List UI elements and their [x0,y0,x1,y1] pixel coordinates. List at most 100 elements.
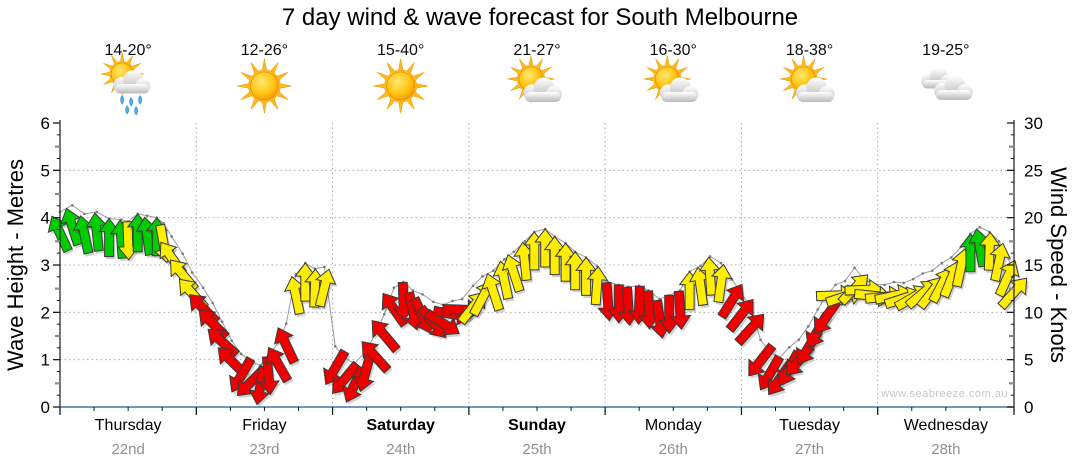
data-point-dot [201,286,205,290]
wind-arrow [314,268,337,308]
weather-icon-sun-cloud-rain [100,52,151,116]
temperature-range: 19-25° [922,42,970,59]
weather-icon-sun-cloud [643,55,699,103]
cloud-base [935,90,972,100]
raindrop [125,105,130,115]
wind-arrow [997,277,1028,311]
data-point-dot [978,225,982,229]
axes: 0 1 2 3 4 5 6 0 5 10 15 20 25 30 [41,114,1043,417]
data-point-dot [95,210,99,214]
data-point-dot [787,346,791,349]
day-date-label: 28th [931,441,961,458]
right-tick-label: 10 [1024,303,1043,322]
temperature-range: 15-40° [377,42,425,59]
temperature-range: 21-27° [513,42,561,59]
data-point-dot [383,312,386,316]
right-axis-title: Wind Speed - Knots [1046,167,1071,363]
wind-arrow [258,355,280,396]
weather-icon-sun [373,58,429,114]
data-point-dot [492,269,495,272]
day-date-label: 27th [794,441,825,458]
cloud [934,75,973,100]
wind-arrow-series [47,204,1029,408]
right-tick-label: 0 [1024,398,1033,417]
left-tick-label: 0 [41,398,50,417]
data-point-dot [83,212,86,216]
left-tick-label: 2 [41,303,50,322]
left-tick-label: 1 [41,351,50,370]
data-point-dot [421,293,424,296]
wind-arrow [273,327,299,365]
data-point-dot [853,266,856,270]
data-point-dot [230,339,234,343]
data-point-dot [940,261,944,265]
data-point-dot [719,261,723,265]
watermark: www.seabreeze.com.au [881,388,1008,400]
weather-icon-sun-cloud [507,55,562,103]
data-point-dot [843,279,847,283]
right-tick-label: 30 [1024,114,1043,133]
data-point-dot [190,271,194,274]
right-tick-label: 5 [1024,351,1033,370]
raindrop [129,97,134,107]
weather-icon-sun [237,58,292,114]
wind-arrow [717,283,745,320]
data-point-dot [323,265,326,269]
sun-core [386,71,416,101]
data-point-dot [950,256,953,259]
data-point-dot [911,277,915,281]
right-tick-label: 20 [1024,209,1043,228]
raindrop [138,95,143,105]
wind-arrow [734,313,765,347]
left-tick-label: 3 [41,256,50,275]
data-point-dot [806,325,810,328]
day-date-label: 25th [522,441,552,458]
chart-title: 7 day wind & wave forecast for South Mel… [281,4,799,31]
day-name-label: Tuesday [779,417,840,434]
weather-icons-row [100,52,973,116]
temperature-range: 14-20° [104,42,152,59]
left-axis-title: Wave Height - Metres [3,159,28,371]
data-point-dot [120,218,123,221]
wind-arrow [989,242,1011,283]
data-point-dot [471,284,475,288]
data-point-dot [892,280,896,284]
day-date-label: 26th [658,441,688,458]
weather-icon-clouds [921,67,973,100]
data-point-dot [902,281,905,285]
cloud [796,77,835,102]
left-tick-label: 6 [41,114,50,133]
right-tick-label: 25 [1024,161,1043,180]
data-point-dot [797,338,800,342]
cloud-base [661,92,698,102]
data-point-dot [595,264,599,268]
wind-arrow [669,290,692,330]
data-point-dot [834,283,837,287]
wind-arrow [748,342,777,377]
day-date-label: 22nd [111,441,145,458]
left-tick-label: 4 [41,209,50,228]
data-point-dot [523,240,527,243]
data-point-dot [451,299,454,303]
wind-arrow [371,320,401,354]
cloud-base [797,92,834,102]
day-name-label: Sunday [508,417,566,434]
sun-core [250,71,279,101]
raindrop [120,95,125,105]
data-point-dot [239,352,243,356]
wind-arrow [265,346,293,384]
wind-arrow [978,231,1001,271]
data-point-dot [145,214,149,218]
wind-arrow [361,341,392,374]
day-date-label: 23rd [249,441,280,458]
data-point-dot [930,269,934,272]
raindrop [134,106,139,116]
wind-arrow [586,265,609,306]
temperature-range: 16-30° [649,42,697,59]
data-point-dot [170,235,174,238]
data-point-dot [70,204,74,207]
data-point-dot [481,275,484,278]
day-name-label: Saturday [366,417,435,434]
weather-icon-sun-cloud [780,55,835,103]
